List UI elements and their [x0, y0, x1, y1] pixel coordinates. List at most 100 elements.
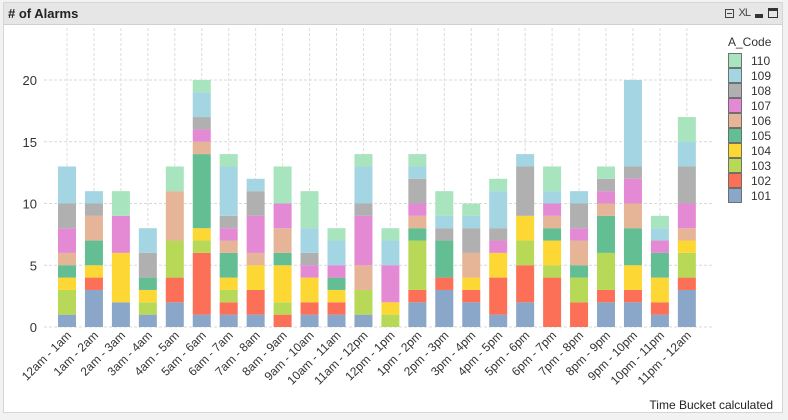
bar-segment-101[interactable]: [354, 314, 373, 327]
bar-segment-101[interactable]: [650, 314, 669, 327]
bar-segment-104[interactable]: [462, 277, 481, 290]
bar-segment-103[interactable]: [570, 277, 589, 303]
bar-segment-110[interactable]: [219, 154, 238, 167]
bar-segment-102[interactable]: [489, 277, 508, 315]
legend-label[interactable]: 106: [751, 114, 771, 128]
bar-segment-108[interactable]: [462, 228, 481, 253]
bar-segment-103[interactable]: [408, 240, 427, 290]
legend-swatch-109[interactable]: [728, 68, 742, 83]
bar-segment-104[interactable]: [650, 277, 669, 303]
bar-segment-102[interactable]: [246, 289, 265, 315]
bar-segment-108[interactable]: [354, 203, 373, 216]
bar-segment-110[interactable]: [435, 191, 454, 216]
bar-segment-107[interactable]: [273, 203, 292, 229]
bar-segment-108[interactable]: [570, 203, 589, 229]
bar-segment-106[interactable]: [543, 215, 562, 229]
bar-segment-109[interactable]: [677, 141, 696, 167]
bar-segment-102[interactable]: [650, 302, 669, 315]
legend-swatch-101[interactable]: [728, 188, 742, 203]
bar-segment-101[interactable]: [111, 302, 130, 327]
bar-segment-104[interactable]: [84, 265, 103, 278]
bar-segment-109[interactable]: [246, 178, 265, 192]
bar-segment-107[interactable]: [543, 203, 562, 216]
bar-segment-108[interactable]: [84, 203, 103, 216]
bar-segment-107[interactable]: [192, 129, 211, 142]
minimize-icon[interactable]: [755, 14, 763, 18]
bar-segment-109[interactable]: [408, 166, 427, 179]
bar-segment-107[interactable]: [623, 178, 642, 204]
legend-label[interactable]: 104: [751, 144, 771, 158]
bar-segment-110[interactable]: [408, 154, 427, 167]
bar-segment-109[interactable]: [570, 191, 589, 204]
bar-segment-104[interactable]: [111, 252, 130, 303]
bar-segment-105[interactable]: [58, 265, 76, 278]
bar-segment-109[interactable]: [58, 166, 76, 204]
bar-segment-102[interactable]: [570, 302, 589, 327]
bar-segment-108[interactable]: [192, 117, 211, 130]
bar-segment-102[interactable]: [462, 289, 481, 303]
bar-segment-104[interactable]: [543, 240, 562, 266]
bar-segment-104[interactable]: [138, 289, 157, 303]
bar-segment-105[interactable]: [570, 265, 589, 278]
xl-export-icon[interactable]: XL: [738, 7, 752, 19]
bar-segment-110[interactable]: [327, 228, 346, 241]
bar-segment-109[interactable]: [219, 166, 238, 216]
bar-segment-105[interactable]: [192, 154, 211, 229]
maximize-icon[interactable]: [768, 8, 778, 18]
bar-segment-110[interactable]: [650, 215, 669, 229]
bar-segment-104[interactable]: [516, 215, 535, 241]
bar-segment-104[interactable]: [273, 265, 292, 303]
bar-segment-103[interactable]: [677, 252, 696, 278]
bar-segment-108[interactable]: [489, 228, 508, 241]
legend-label[interactable]: 101: [751, 189, 771, 203]
bar-segment-106[interactable]: [570, 240, 589, 266]
bar-segment-109[interactable]: [300, 228, 319, 253]
bar-segment-101[interactable]: [435, 289, 454, 327]
bar-segment-105[interactable]: [650, 252, 669, 278]
bar-segment-107[interactable]: [408, 203, 427, 216]
bar-segment-107[interactable]: [354, 215, 373, 266]
legend-label[interactable]: 110: [751, 54, 770, 68]
bar-segment-108[interactable]: [597, 178, 615, 192]
bar-segment-102[interactable]: [84, 277, 103, 290]
bar-segment-109[interactable]: [623, 80, 642, 167]
bar-segment-104[interactable]: [327, 289, 346, 303]
bar-segment-105[interactable]: [435, 240, 454, 278]
bar-segment-103[interactable]: [192, 240, 211, 253]
bar-segment-106[interactable]: [192, 141, 211, 155]
bar-segment-104[interactable]: [381, 302, 400, 315]
bar-segment-107[interactable]: [381, 265, 400, 303]
legend-swatch-102[interactable]: [728, 173, 742, 188]
bar-segment-106[interactable]: [246, 252, 265, 266]
bar-segment-104[interactable]: [219, 277, 238, 290]
bar-segment-101[interactable]: [623, 302, 642, 327]
legend-label[interactable]: 102: [751, 174, 771, 188]
legend-swatch-106[interactable]: [728, 113, 742, 128]
bar-segment-107[interactable]: [597, 191, 615, 204]
bar-segment-103[interactable]: [354, 289, 373, 315]
bar-segment-104[interactable]: [300, 277, 319, 303]
bar-segment-101[interactable]: [327, 314, 346, 327]
bar-segment-105[interactable]: [219, 252, 238, 278]
bar-segment-105[interactable]: [543, 228, 562, 241]
bar-segment-106[interactable]: [84, 215, 103, 241]
bar-segment-110[interactable]: [462, 203, 481, 216]
bar-segment-107[interactable]: [300, 265, 319, 278]
bar-segment-103[interactable]: [58, 289, 76, 315]
bar-segment-106[interactable]: [354, 265, 373, 290]
bar-segment-103[interactable]: [597, 252, 615, 290]
bar-segment-108[interactable]: [623, 166, 642, 179]
bar-segment-108[interactable]: [516, 166, 535, 216]
legend-swatch-104[interactable]: [728, 143, 742, 158]
bar-segment-103[interactable]: [516, 240, 535, 266]
bar-segment-101[interactable]: [489, 314, 508, 327]
bar-segment-101[interactable]: [165, 302, 184, 327]
bar-segment-102[interactable]: [273, 314, 292, 327]
bar-segment-102[interactable]: [327, 302, 346, 315]
legend-label[interactable]: 108: [751, 84, 771, 98]
bar-segment-102[interactable]: [516, 265, 535, 303]
bar-segment-103[interactable]: [165, 240, 184, 278]
bar-segment-109[interactable]: [435, 215, 454, 229]
bar-segment-105[interactable]: [623, 228, 642, 266]
bar-segment-102[interactable]: [165, 277, 184, 303]
